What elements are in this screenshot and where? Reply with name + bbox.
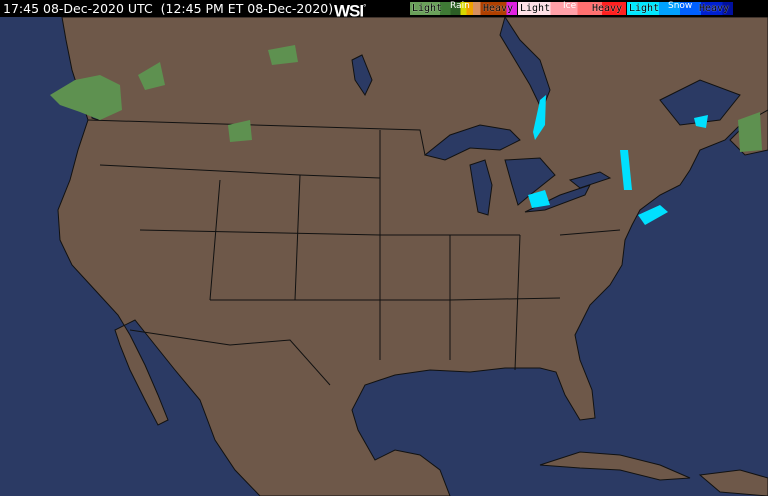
legend-rain: Light Heavy <box>410 2 517 15</box>
lake-superior <box>423 124 521 161</box>
legend-rain-title: Rain <box>450 1 470 11</box>
snow-area-new-jersey <box>638 205 668 225</box>
rain-area-nova-scotia <box>738 112 762 152</box>
legend-ice-light: Light <box>520 3 551 14</box>
legend-rain-light: Light <box>412 3 443 14</box>
rain-area-alberta <box>268 45 298 65</box>
legend-rain-heavy: Heavy <box>483 3 514 14</box>
lake-ontario <box>568 171 612 189</box>
legend-ice-title: Ice <box>563 1 577 11</box>
snow-area-michigan <box>528 190 550 208</box>
wsi-logo: WSI° <box>334 1 366 21</box>
header-bar: 17:45 08-Dec-2020 UTC (12:45 PM ET 08-De… <box>0 0 768 21</box>
legend-ice: Light Heavy <box>518 2 626 15</box>
legend-snow: Light Heavy <box>627 2 733 15</box>
legend-snow-light: Light <box>629 3 660 14</box>
legend-snow-title: Snow <box>668 1 693 11</box>
timestamp: 17:45 08-Dec-2020 UTC (12:45 PM ET 08-De… <box>3 1 334 16</box>
state-borders <box>87 119 621 386</box>
great-lakes <box>89 17 741 216</box>
gulf-of-st-lawrence <box>659 79 741 126</box>
rain-area-montana <box>228 120 252 142</box>
lake-michigan <box>469 159 493 216</box>
snow-band-new-york <box>620 150 632 190</box>
rain-area-idaho <box>138 62 165 90</box>
hispaniola <box>698 469 768 496</box>
legend-snow-heavy: Heavy <box>699 3 730 14</box>
cuba <box>539 451 691 481</box>
precipitation <box>50 45 762 225</box>
lake-winnipeg <box>351 54 373 97</box>
legend-ice-heavy: Heavy <box>592 3 623 14</box>
snow-area-maine <box>694 115 708 128</box>
snow-band-ontario <box>533 95 546 140</box>
rain-area-pacific-northwest <box>50 75 122 120</box>
radar-map[interactable] <box>0 17 768 496</box>
